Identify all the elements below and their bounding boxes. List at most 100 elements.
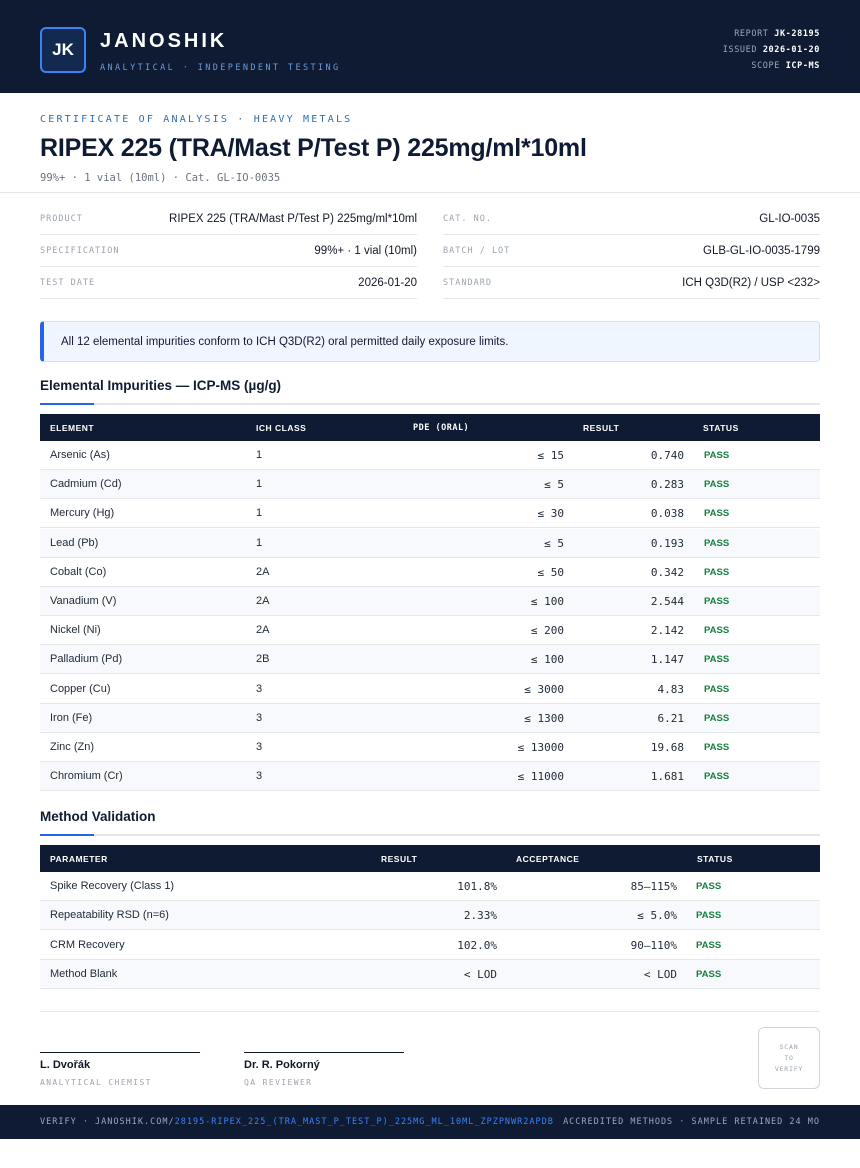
signature-line xyxy=(40,1052,200,1053)
parameter-cell: CRM Recovery xyxy=(50,938,125,951)
element-cell: Arsenic (As) xyxy=(50,449,110,461)
section-rule xyxy=(40,834,820,836)
scope: SCOPE ICP-MS xyxy=(751,61,820,71)
result-cell: 19.68 xyxy=(650,741,684,754)
result-cell: 0.342 xyxy=(650,565,684,579)
info-standard: STANDARD ICH Q3D(R2) / USP <232> xyxy=(443,267,820,299)
table-row: Vanadium (V) 2A ≤ 100 2.544 PASS xyxy=(40,587,820,616)
header-bar: JK JANOSHIK ANALYTICAL · INDEPENDENT TES… xyxy=(0,0,860,93)
pde-cell: ≤ 3000 xyxy=(524,682,564,696)
signature-role: ANALYTICAL CHEMIST xyxy=(40,1078,152,1087)
result-cell: < LOD xyxy=(463,967,497,981)
signature-role: QA REVIEWER xyxy=(244,1078,313,1087)
element-cell: Vanadium (V) xyxy=(50,595,117,607)
pde-cell: ≤ 50 xyxy=(537,565,565,579)
table-row: Zinc (Zn) 3 ≤ 13000 19.68 PASS xyxy=(40,733,820,762)
report-id: REPORT JK-28195 xyxy=(734,29,820,39)
table-row: Chromium (Cr) 3 ≤ 11000 1.681 PASS xyxy=(40,762,820,792)
status-badge: PASS xyxy=(704,771,730,783)
footer-note: ACCREDITED METHODS · SAMPLE RETAINED 24 … xyxy=(563,1117,820,1127)
impurities-title: Elemental Impurities — ICP-MS (µg/g) xyxy=(40,378,282,393)
class-cell: 2B xyxy=(256,653,270,666)
element-cell: Palladium (Pd) xyxy=(50,653,123,666)
scan-to-verify-code[interactable]: SCAN TO VERIFY xyxy=(758,1027,820,1089)
table-row: Copper (Cu) 3 ≤ 3000 4.83 PASS xyxy=(40,675,820,704)
verify-link[interactable]: 28195-RIPEX_225_(TRA_MAST_P_TEST_P)_225M… xyxy=(174,1117,554,1127)
table-row: Palladium (Pd) 2B ≤ 100 1.147 PASS xyxy=(40,645,820,675)
status-badge: PASS xyxy=(704,537,730,549)
table-row: Spike Recovery (Class 1) 101.8% 85–115% PAS… xyxy=(40,872,820,901)
class-cell: 3 xyxy=(256,770,263,783)
pde-cell: ≤ 100 xyxy=(530,653,564,667)
pde-cell: ≤ 11000 xyxy=(517,770,564,784)
pde-cell: ≤ 100 xyxy=(530,595,564,608)
result-cell: 2.544 xyxy=(650,595,684,608)
table-row: Nickel (Ni) 2A ≤ 200 2.142 PASS xyxy=(40,616,820,646)
table-row: Cadmium (Cd) 1 ≤ 5 0.283 PASS xyxy=(40,470,820,500)
impurities-table-header: ELEMENT ICH CLASS PDE (ORAL) RESULT STAT… xyxy=(40,414,820,441)
status-badge: PASS xyxy=(704,742,730,753)
table-row: CRM Recovery 102.0% 90–110% PASS xyxy=(40,931,820,960)
signature-line xyxy=(244,1052,404,1053)
table-row: Method Blank < LOD < LOD PASS xyxy=(40,959,820,989)
parameter-cell: Spike Recovery (Class 1) xyxy=(50,880,175,892)
conformance-notice: All 12 elemental impurities conform to I… xyxy=(40,321,820,362)
class-cell: 1 xyxy=(256,478,263,491)
parameter-cell: Repeatability RSD (n=6) xyxy=(50,909,169,922)
class-cell: 2A xyxy=(256,595,270,607)
class-cell: 1 xyxy=(256,536,263,549)
signature-name: L. Dvořák xyxy=(40,1059,91,1071)
brand-tagline: ANALYTICAL · INDEPENDENT TESTING xyxy=(100,63,341,73)
validation-table-header: PARAMETER RESULT ACCEPTANCE STATUS xyxy=(40,845,820,872)
status-badge: PASS xyxy=(704,625,730,637)
status-badge: PASS xyxy=(696,881,722,892)
acceptance-cell: ≤ 5.0% xyxy=(637,909,677,923)
status-badge: PASS xyxy=(704,450,730,461)
divider xyxy=(40,1011,820,1012)
certificate-label: CERTIFICATE OF ANALYSIS · HEAVY METALS xyxy=(40,114,353,125)
status-badge: PASS xyxy=(704,712,730,724)
result-cell: 1.681 xyxy=(650,770,684,784)
info-specification: SPECIFICATION 99%+ · 1 vial (10ml) xyxy=(40,235,417,267)
page-subtitle: 99%+ · 1 vial (10ml) · Cat. GL-IO-0035 xyxy=(40,172,281,184)
status-badge: PASS xyxy=(696,968,722,980)
result-cell: 6.21 xyxy=(657,711,685,725)
logo: JK xyxy=(40,27,86,73)
info-cat-no: CAT. NO. GL-IO-0035 xyxy=(443,203,820,235)
class-cell: 2A xyxy=(256,624,270,637)
validation-title: Method Validation xyxy=(40,809,156,824)
class-cell: 3 xyxy=(256,682,263,695)
status-badge: PASS xyxy=(704,479,730,491)
element-cell: Cadmium (Cd) xyxy=(50,478,122,491)
result-cell: 0.193 xyxy=(650,536,684,550)
status-badge: PASS xyxy=(704,566,730,578)
pde-cell: ≤ 15 xyxy=(537,449,565,462)
result-cell: 2.33% xyxy=(463,909,497,923)
status-badge: PASS xyxy=(704,683,730,695)
status-badge: PASS xyxy=(696,910,722,922)
status-badge: PASS xyxy=(696,939,722,951)
result-cell: 4.83 xyxy=(657,682,685,696)
brand-name: JANOSHIK xyxy=(100,30,228,52)
pde-cell: ≤ 200 xyxy=(530,624,564,638)
page-title: RIPEX 225 (TRA/Mast P/Test P) 225mg/ml*1… xyxy=(40,134,587,162)
table-row: Repeatability RSD (n=6) 2.33% ≤ 5.0% PASS xyxy=(40,901,820,931)
class-cell: 2A xyxy=(256,565,270,578)
result-cell: 0.038 xyxy=(650,507,684,521)
element-cell: Cobalt (Co) xyxy=(50,565,107,578)
table-row: Iron (Fe) 3 ≤ 1300 6.21 PASS xyxy=(40,703,820,733)
status-badge: PASS xyxy=(704,508,730,520)
acceptance-cell: < LOD xyxy=(643,967,677,981)
result-cell: 2.142 xyxy=(650,624,684,638)
table-row: Arsenic (As) 1 ≤ 15 0.740 PASS xyxy=(40,441,820,470)
pde-cell: ≤ 30 xyxy=(537,507,565,521)
pde-cell: ≤ 1300 xyxy=(524,711,564,725)
class-cell: 1 xyxy=(256,507,263,520)
element-cell: Mercury (Hg) xyxy=(50,507,115,520)
status-badge: PASS xyxy=(704,596,730,607)
divider xyxy=(0,192,860,193)
info-product: PRODUCT RIPEX 225 (TRA/Mast P/Test P) 22… xyxy=(40,203,417,235)
verify-text: VERIFY · JANOSHIK.COM/28195-RIPEX_225_(T… xyxy=(40,1117,554,1127)
class-cell: 1 xyxy=(256,449,263,461)
table-row: Cobalt (Co) 2A ≤ 50 0.342 PASS xyxy=(40,558,820,587)
